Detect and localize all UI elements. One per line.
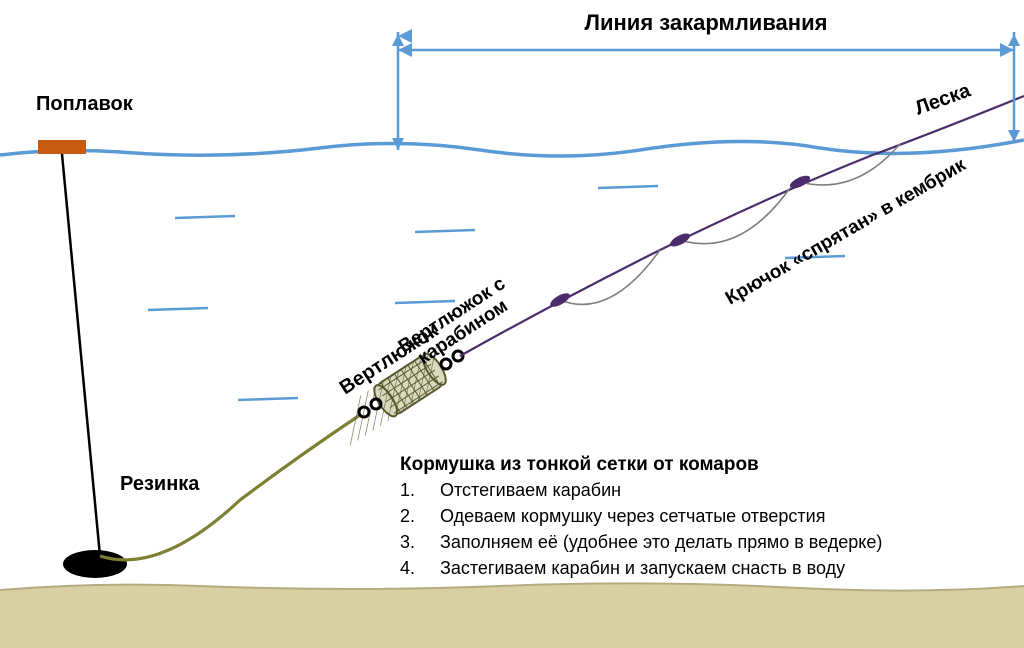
float-icon	[38, 140, 86, 154]
steps-item: Заполняем её (удобнее это делать прямо в…	[440, 532, 882, 552]
steps-number: 2.	[400, 506, 415, 526]
sinker-icon	[63, 550, 127, 578]
riverbed	[0, 583, 1024, 648]
steps-number: 3.	[400, 532, 415, 552]
steps-number: 1.	[400, 480, 415, 500]
steps-number: 4.	[400, 558, 415, 578]
steps-item: Застегиваем карабин и запускаем снасть в…	[440, 558, 845, 578]
fishing-rig-diagram: Линия закармливанияПоплавокЛескаРезинкаВ…	[0, 0, 1024, 648]
steps-item: Отстегиваем карабин	[440, 480, 621, 500]
float-label: Поплавок	[36, 93, 134, 115]
rubber-label: Резинка	[120, 473, 200, 495]
steps-title: Кормушка из тонкой сетки от комаров	[400, 454, 759, 475]
feeding-line-label: Линия закармливания	[585, 10, 828, 35]
steps-item: Одеваем кормушку через сетчатые отверсти…	[440, 506, 825, 526]
